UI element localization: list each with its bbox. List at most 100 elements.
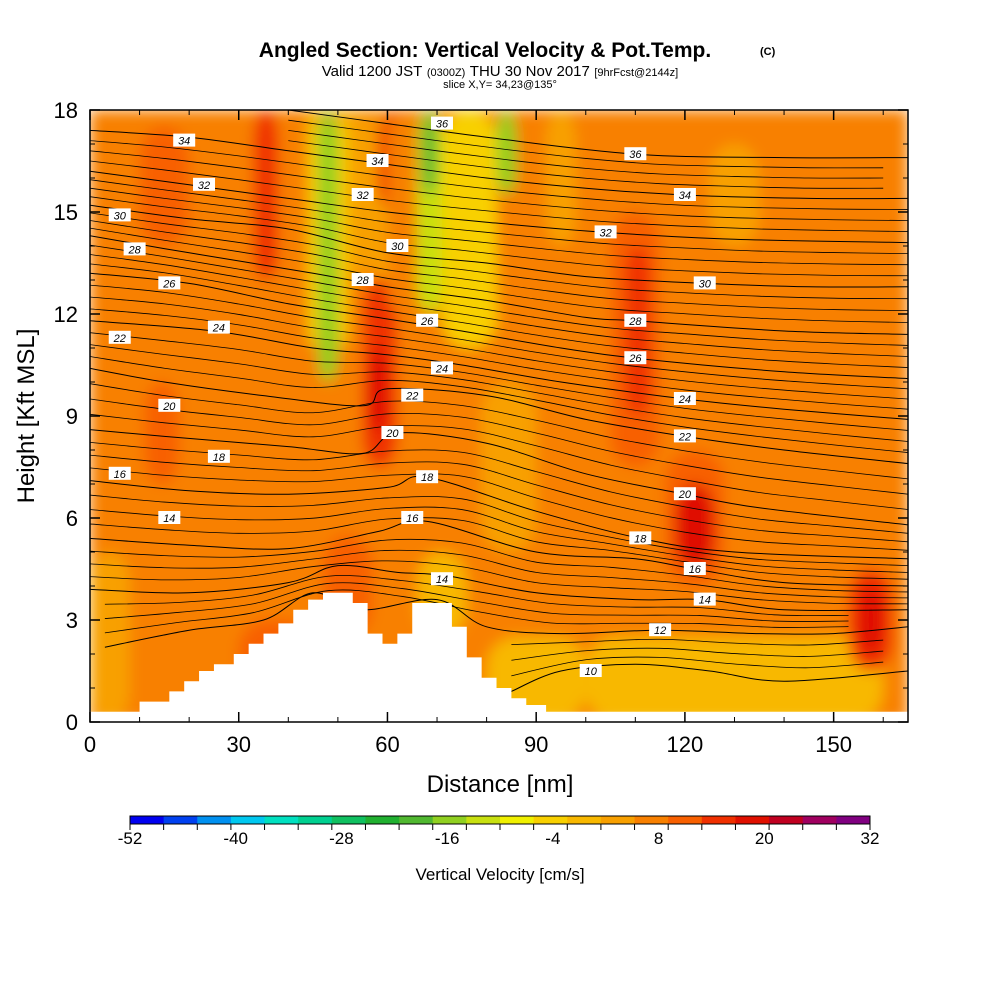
isentrope-minor <box>511 638 884 646</box>
contour-label-34: 34 <box>673 188 696 202</box>
isentrope-minor <box>90 227 908 323</box>
isentrope-minor <box>90 150 908 221</box>
isentrope-16 <box>90 520 908 587</box>
x-tick-label: 90 <box>524 732 548 757</box>
y-tick-label: 15 <box>54 200 78 225</box>
contour-label-text: 28 <box>628 316 642 328</box>
colorbar-label: Vertical Velocity [cm/s] <box>415 865 584 884</box>
contour-label-18: 18 <box>416 470 439 484</box>
contour-label-text: 30 <box>699 278 712 290</box>
colorbar-swatch-11 <box>500 816 535 824</box>
colorbar-swatch-17 <box>701 816 736 824</box>
contour-label-text: 32 <box>198 180 210 192</box>
contour-label-bg <box>673 429 696 443</box>
contour-label-text: 20 <box>162 401 176 413</box>
contour-label-bg <box>673 487 696 501</box>
field-region-22 <box>496 110 517 195</box>
contour-label-26: 26 <box>158 276 181 290</box>
isentrope-36 <box>288 110 908 159</box>
contour-label-bg <box>386 239 409 252</box>
contour-label-bg <box>594 225 617 239</box>
chart-subtitle: Valid 1200 JST (0300Z) THU 30 Nov 2017 [… <box>322 63 679 80</box>
contour-label-text: 26 <box>162 278 176 290</box>
contour-label-text: 34 <box>178 136 190 148</box>
contour-label-34: 34 <box>173 133 196 148</box>
contour-label-text: 24 <box>435 363 448 375</box>
contour-label-text: 18 <box>213 452 226 464</box>
y-tick-label: 18 <box>54 98 78 123</box>
field-region-23 <box>481 382 537 552</box>
contour-label-bg <box>108 208 131 222</box>
field-region-10 <box>318 110 338 382</box>
contour-label-text: 16 <box>406 513 419 525</box>
isentrope-10 <box>511 663 908 692</box>
contour-label-text: 34 <box>371 156 383 168</box>
contour-label-14: 14 <box>158 511 181 525</box>
isentrope-30 <box>90 204 908 288</box>
contour-label-14: 14 <box>693 592 716 607</box>
contour-label-text: 20 <box>385 428 399 440</box>
subtitle-utc: (0300Z) <box>427 67 466 79</box>
isentrope-minor <box>288 130 884 179</box>
isentrope-minor <box>90 308 908 410</box>
y-tick-label: 6 <box>66 506 78 531</box>
colorbar-swatch-1 <box>163 816 198 824</box>
field-region-1 <box>90 552 130 722</box>
contour-label-bg <box>673 188 696 201</box>
contour-label-36: 36 <box>624 147 647 161</box>
contour-label-bg <box>123 242 146 256</box>
isentrope-minor <box>90 160 908 232</box>
contour-label-bg <box>693 592 716 606</box>
field-region-31 <box>709 144 760 246</box>
contour-label-36: 36 <box>430 116 453 131</box>
contour-label-bg <box>401 511 424 524</box>
isentrope-minor <box>90 187 908 266</box>
contour-label-bg <box>158 398 181 412</box>
field-region-20 <box>422 110 438 195</box>
contour-label-text: 24 <box>678 394 691 406</box>
contour-label-text: 14 <box>436 574 448 586</box>
contour-label-28: 28 <box>624 313 647 328</box>
isentrope-lines <box>90 110 908 692</box>
contour-label-30: 30 <box>108 208 131 222</box>
isentrope-minor <box>90 413 908 510</box>
contour-label-bg <box>193 177 216 191</box>
contour-label-32: 32 <box>193 177 216 192</box>
colorbar-swatch-3 <box>230 816 266 824</box>
contour-label-text: 28 <box>127 244 141 256</box>
contour-label-32: 32 <box>594 225 617 239</box>
contour-label-24: 24 <box>673 392 696 406</box>
colorbar-tick-label: -52 <box>118 829 143 848</box>
isentrope-minor <box>90 179 908 255</box>
contour-label-text: 14 <box>163 513 175 525</box>
subtitle-forecast: [9hrFcst@2144z] <box>594 67 678 79</box>
x-tick-label: 150 <box>815 732 852 757</box>
contour-label-22: 22 <box>673 429 696 443</box>
isentrope-minor <box>90 538 908 593</box>
colorbar-tick-label: -40 <box>223 829 248 848</box>
contour-label-bg <box>430 361 453 375</box>
isentrope-22 <box>90 367 908 465</box>
isentrope-minor <box>90 383 908 480</box>
contour-label-text: 12 <box>654 625 666 637</box>
isentrope-minor <box>511 656 884 677</box>
contour-label-12: 12 <box>649 623 672 637</box>
colorbar-tick-label: 8 <box>654 829 663 848</box>
isentrope-minor <box>90 398 908 495</box>
contour-label-bg <box>381 426 404 439</box>
isentrope-12 <box>104 592 908 648</box>
isentrope-minor <box>90 344 908 442</box>
colorbar-swatch-19 <box>769 816 804 824</box>
contour-label-28: 28 <box>123 242 146 256</box>
isentrope-minor <box>90 244 908 346</box>
colorbar-swatch-13 <box>567 816 602 824</box>
field-region-18 <box>387 110 418 314</box>
contour-label-20: 20 <box>158 398 181 413</box>
isentrope-minor <box>90 560 908 605</box>
contour-label-text: 10 <box>585 666 598 678</box>
isentrope-minor <box>90 284 908 390</box>
isentrope-minor <box>90 332 908 431</box>
colorbar-swatch-20 <box>802 816 837 824</box>
contour-label-text: 28 <box>356 275 370 287</box>
